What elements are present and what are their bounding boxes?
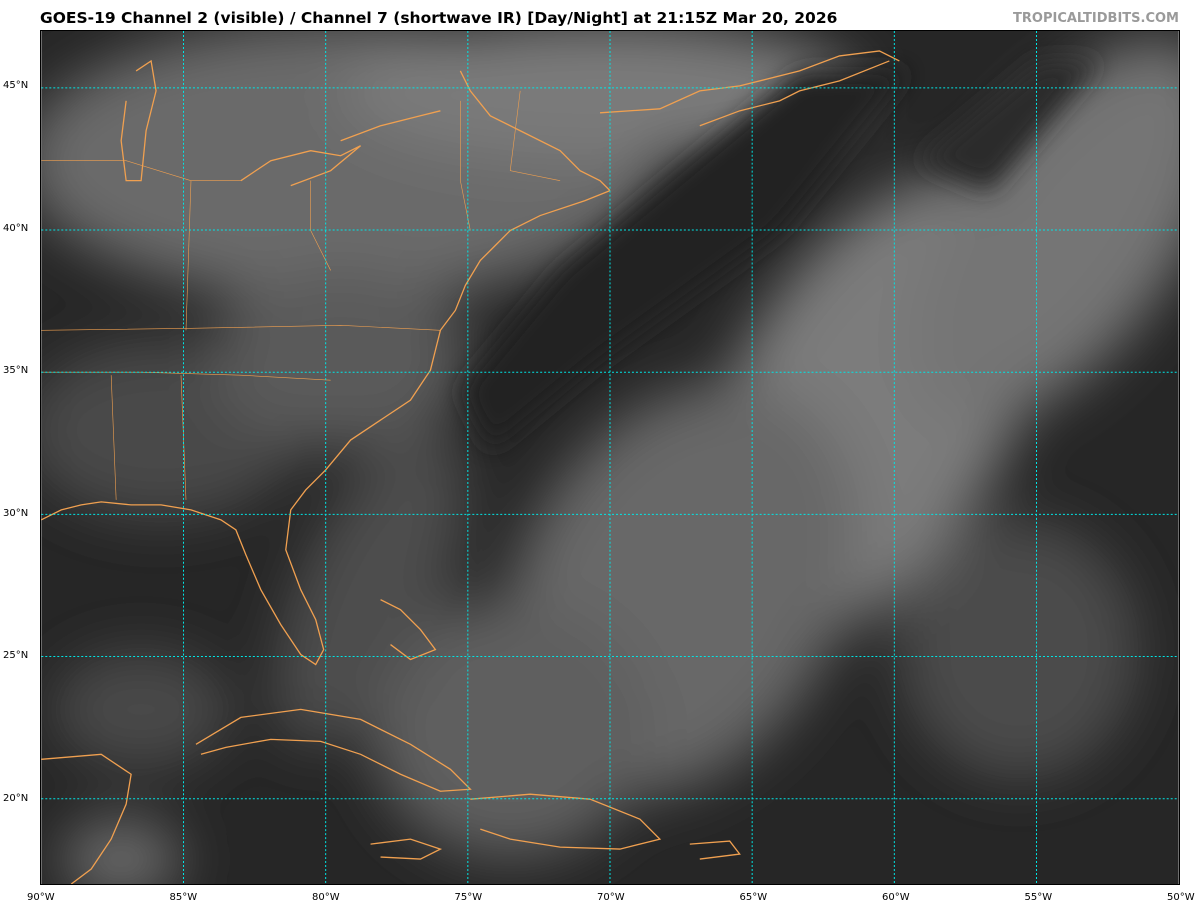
lon-tick-label: 55°W: [1024, 892, 1053, 903]
graticule: [41, 31, 1179, 884]
lon-tick-label: 60°W: [882, 892, 910, 903]
lat-tick-label: 40°N: [3, 222, 29, 234]
lon-tick-label: 70°W: [597, 892, 625, 903]
lat-tick-label: 20°N: [3, 792, 29, 804]
lon-tick-label: 50°W: [1167, 892, 1195, 903]
satellite-map: [21, 21, 1200, 899]
lat-tick-label: 30°N: [3, 507, 29, 519]
map-title: GOES-19 Channel 2 (visible) / Channel 7 …: [40, 9, 838, 27]
coastlines: [41, 50, 900, 885]
lon-tick-label: 75°W: [454, 892, 483, 903]
lat-tick-label: 45°N: [3, 80, 29, 91]
clear-ocean: [460, 60, 1099, 451]
lon-tick-label: 80°W: [312, 892, 340, 903]
lon-tick-label: 90°W: [27, 892, 55, 903]
lon-tick-label: 65°W: [739, 892, 768, 903]
lon-tick-label: 85°W: [169, 892, 198, 903]
watermark: TROPICALTIDBITS.COM: [1013, 11, 1179, 26]
lat-tick-label: 35°N: [3, 365, 29, 376]
satellite-imagery: [21, 21, 1200, 899]
lat-tick-label: 25°N: [3, 650, 29, 661]
